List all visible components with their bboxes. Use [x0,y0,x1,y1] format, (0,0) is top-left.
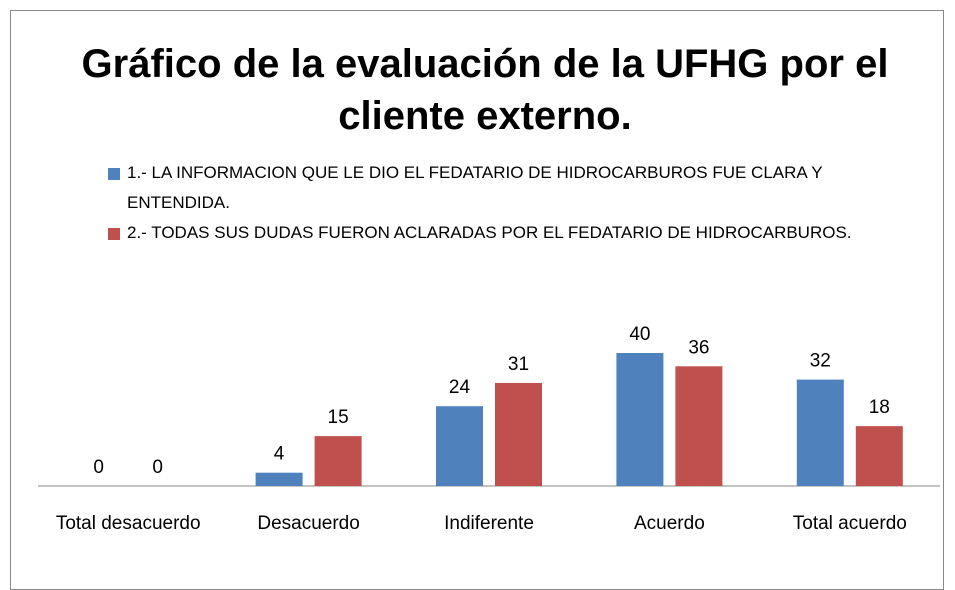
legend-label: 2.- TODAS SUS DUDAS FUERON ACLARADAS POR… [127,223,852,242]
x-tick-label: Total desacuerdo [55,513,201,534]
x-tick-label: Acuerdo [634,513,705,534]
bar [314,436,362,486]
legend-item: 1.- LA INFORMACION QUE LE DIO EL FEDATAR… [108,158,888,218]
legend-item: 2.- TODAS SUS DUDAS FUERON ACLARADAS POR… [108,218,888,248]
legend-swatch [108,168,120,180]
bar [436,406,483,486]
data-label: 40 [629,324,650,345]
bar [495,382,542,486]
data-label: 4 [274,444,285,465]
bar [855,426,903,486]
data-label: 24 [449,377,471,398]
data-label: 18 [869,397,890,418]
x-tick-label: Desacuerdo [257,513,360,534]
data-label: 15 [328,407,349,428]
page: {"chart_data": {"type": "bar", "title": … [10,10,944,590]
bar [675,366,723,486]
x-tick-label: Total acuerdo [792,513,907,534]
data-label: 31 [508,354,529,375]
x-tick-label: Indiferente [444,513,534,534]
bar [255,472,303,486]
bar [616,353,664,486]
bar [796,379,844,486]
data-label: 0 [93,457,104,478]
data-label: 36 [688,337,709,358]
legend-label: 1.- LA INFORMACION QUE LE DIO EL FEDATAR… [127,163,823,212]
legend-swatch [108,228,120,240]
chart-title: Gráfico de la evaluación de la UFHG por … [81,42,889,138]
data-label: 32 [810,351,831,372]
plot: 0 0 4 15 24 31 40 36 32 18 [38,324,940,487]
data-label: 0 [152,457,163,478]
